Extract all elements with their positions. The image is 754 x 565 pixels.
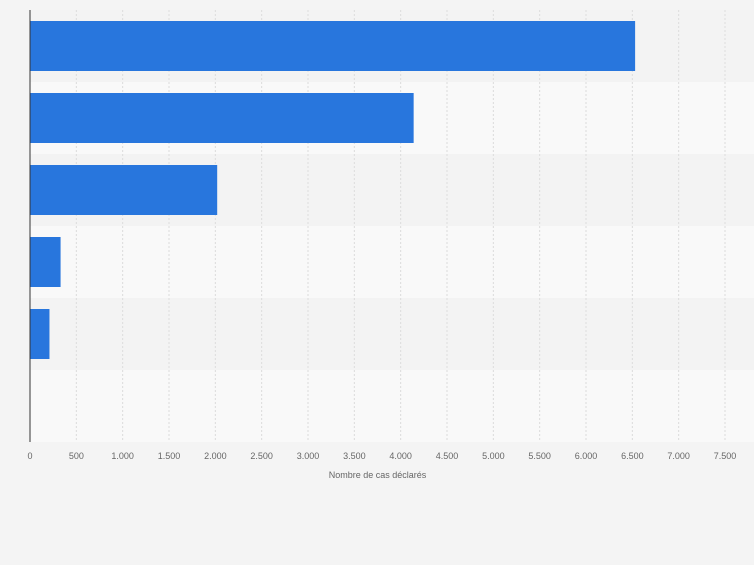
- x-tick-label: 2.000: [204, 451, 227, 461]
- bar[interactable]: [30, 21, 636, 71]
- x-tick-label: 6.500: [621, 451, 644, 461]
- bars: [30, 21, 636, 359]
- row-bands: [30, 10, 754, 442]
- x-tick-label: 3.000: [297, 451, 320, 461]
- x-tick-label: 6.000: [575, 451, 598, 461]
- x-tick-label: 0: [27, 451, 32, 461]
- x-tick-label: 3.500: [343, 451, 366, 461]
- x-tick-label: 500: [69, 451, 84, 461]
- x-tick-label: 7.000: [667, 451, 690, 461]
- bar[interactable]: [30, 309, 50, 359]
- bar[interactable]: [30, 237, 61, 287]
- x-tick-label: 2.500: [250, 451, 273, 461]
- bar[interactable]: [30, 93, 414, 143]
- x-tick-label: 5.000: [482, 451, 505, 461]
- x-tick-label: 5.500: [528, 451, 551, 461]
- x-tick-label: 1.000: [111, 451, 134, 461]
- x-tick-label: 4.500: [436, 451, 459, 461]
- x-tick-labels: 0 500 1.000 1.500 2.000 2.500 3.000 3.500 4.000 4…: [27, 451, 736, 461]
- x-tick-label: 7.500: [714, 451, 737, 461]
- gridlines: [75, 10, 726, 442]
- bar[interactable]: [30, 165, 218, 215]
- row-band: [30, 226, 754, 298]
- x-tick-label: 1.500: [158, 451, 181, 461]
- row-band: [30, 298, 754, 370]
- row-band: [30, 370, 754, 442]
- x-axis-title: Nombre de cas déclarés: [329, 470, 427, 480]
- x-tick-label: 4.000: [389, 451, 412, 461]
